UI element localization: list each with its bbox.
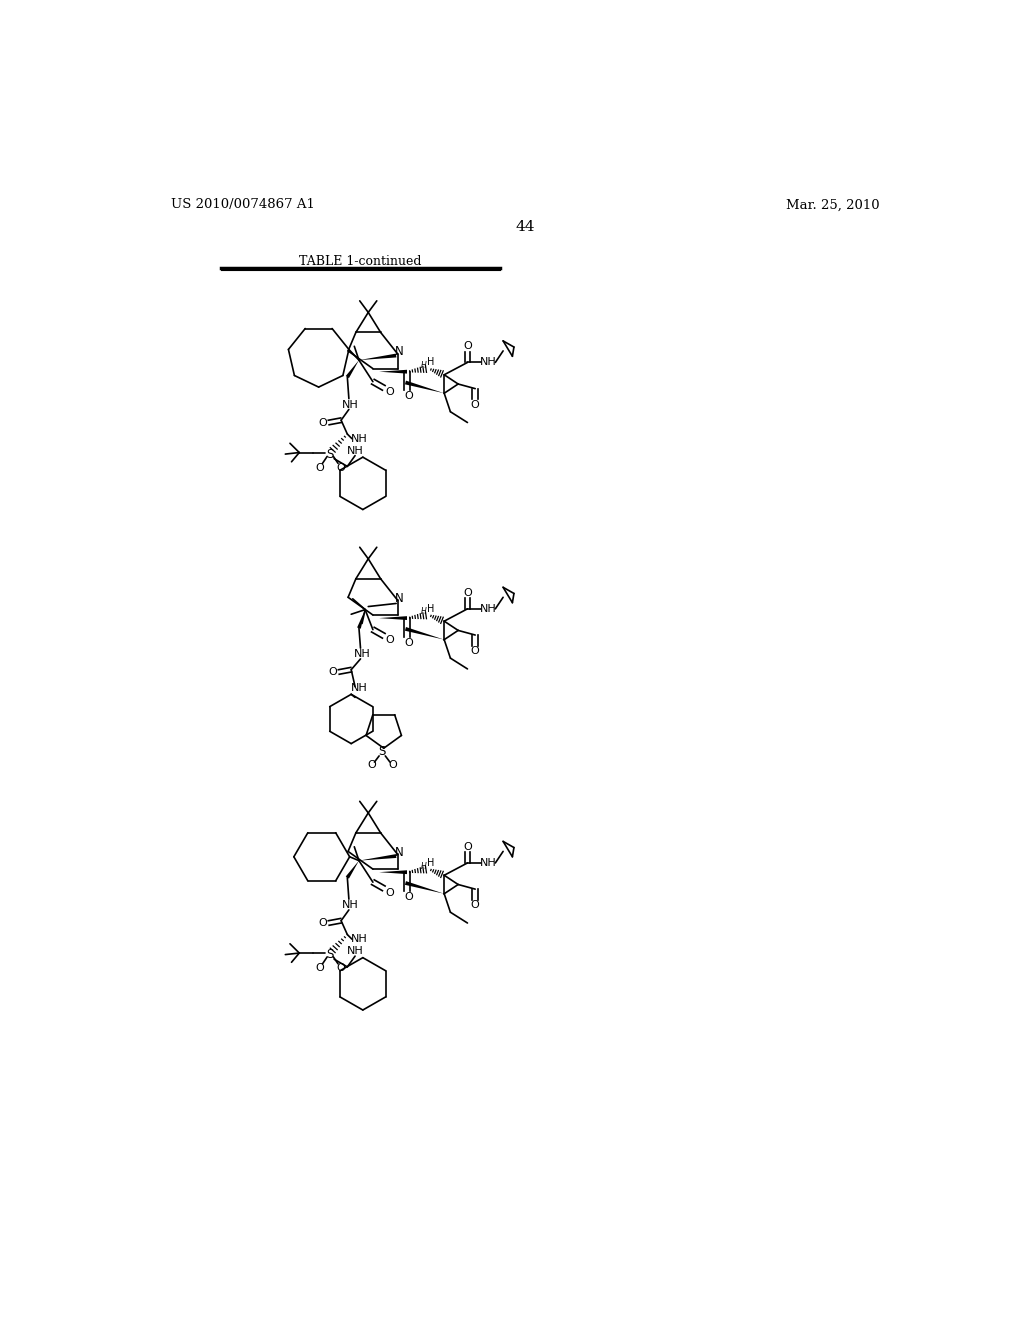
Text: O: O — [337, 964, 345, 973]
Text: O: O — [318, 917, 327, 928]
Polygon shape — [379, 616, 407, 620]
Polygon shape — [404, 380, 444, 393]
Text: O: O — [463, 842, 472, 851]
Text: NH: NH — [351, 434, 368, 444]
Text: O: O — [471, 900, 479, 911]
Polygon shape — [404, 882, 444, 894]
Text: O: O — [315, 964, 324, 973]
Text: NH: NH — [351, 935, 368, 944]
Polygon shape — [346, 360, 359, 378]
Text: O: O — [318, 417, 327, 428]
Text: NH: NH — [342, 400, 358, 409]
Text: H: H — [427, 358, 434, 367]
Polygon shape — [346, 861, 359, 879]
Text: O: O — [463, 587, 472, 598]
Text: O: O — [463, 342, 472, 351]
Text: O: O — [471, 400, 479, 409]
Text: O: O — [471, 647, 479, 656]
Text: H: H — [427, 858, 434, 869]
Polygon shape — [379, 870, 407, 874]
Text: NH: NH — [351, 684, 368, 693]
Text: 44: 44 — [515, 220, 535, 234]
Text: TABLE 1-continued: TABLE 1-continued — [299, 256, 422, 268]
Text: O: O — [404, 892, 413, 902]
Polygon shape — [357, 610, 366, 628]
Text: O: O — [329, 667, 337, 677]
Text: S: S — [327, 948, 334, 961]
Text: H: H — [421, 862, 427, 870]
Polygon shape — [359, 354, 396, 360]
Text: N: N — [395, 345, 403, 358]
Text: O: O — [404, 638, 413, 648]
Polygon shape — [404, 627, 444, 640]
Text: S: S — [379, 744, 386, 758]
Text: O: O — [367, 760, 376, 770]
Text: S: S — [327, 447, 334, 461]
Text: NH: NH — [347, 446, 364, 455]
Text: H: H — [421, 362, 427, 370]
Text: O: O — [386, 888, 394, 898]
Text: NH: NH — [480, 858, 497, 869]
Text: US 2010/0074867 A1: US 2010/0074867 A1 — [171, 198, 314, 211]
Text: N: N — [395, 591, 403, 605]
Text: Mar. 25, 2010: Mar. 25, 2010 — [786, 198, 880, 211]
Text: O: O — [315, 463, 324, 473]
Text: NH: NH — [480, 358, 497, 367]
Text: O: O — [337, 463, 345, 473]
Text: H: H — [421, 607, 427, 616]
Text: NH: NH — [480, 603, 497, 614]
Polygon shape — [379, 370, 407, 374]
Text: NH: NH — [353, 649, 371, 659]
Text: O: O — [389, 760, 397, 770]
Text: O: O — [386, 635, 394, 645]
Text: N: N — [395, 846, 403, 859]
Text: NH: NH — [347, 946, 364, 957]
Text: NH: NH — [342, 900, 358, 911]
Polygon shape — [359, 854, 396, 861]
Text: H: H — [427, 603, 434, 614]
Text: O: O — [386, 388, 394, 397]
Text: O: O — [404, 391, 413, 401]
